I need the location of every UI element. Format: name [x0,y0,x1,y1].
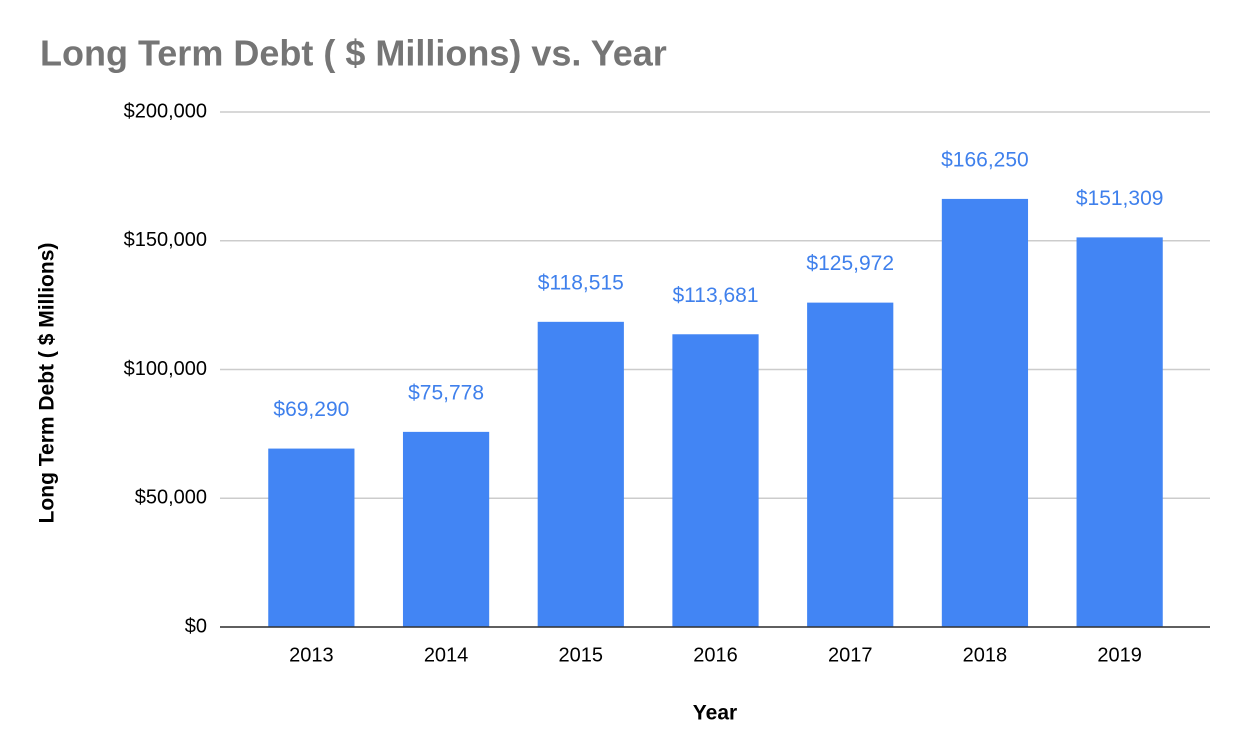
data-label: $69,290 [273,398,349,421]
chart-title: Long Term Debt ( $ Millions) vs. Year [40,33,667,74]
data-label: $166,250 [941,148,1029,171]
bar [941,198,1029,627]
bar [537,321,624,627]
bar [1076,237,1163,627]
y-tick-label: $200,000 [124,100,207,122]
x-tick-label: 2018 [963,644,1008,666]
y-tick-label: $100,000 [124,358,207,380]
y-tick-label: $50,000 [135,487,207,509]
x-tick-label: 2013 [289,644,334,666]
data-label: $125,972 [806,252,894,275]
y-tick-label: $0 [185,615,207,637]
y-axis-label: Long Term Debt ( $ Millions) [36,243,59,524]
data-label: $118,515 [538,271,624,294]
bar [268,448,355,627]
y-tick-label: $150,000 [124,229,207,251]
bar [672,334,759,627]
x-tick-label: 2014 [424,644,469,666]
x-axis-label: Year [693,702,737,725]
bar [807,302,894,627]
data-label: $113,681 [672,284,758,307]
x-tick-label: 2015 [559,644,604,666]
bar [402,431,490,627]
x-tick-label: 2017 [828,644,873,666]
x-tick-label: 2016 [693,644,738,666]
x-tick-label: 2019 [1097,644,1142,666]
data-label: $151,309 [1076,187,1164,210]
data-label: $75,778 [408,381,484,404]
